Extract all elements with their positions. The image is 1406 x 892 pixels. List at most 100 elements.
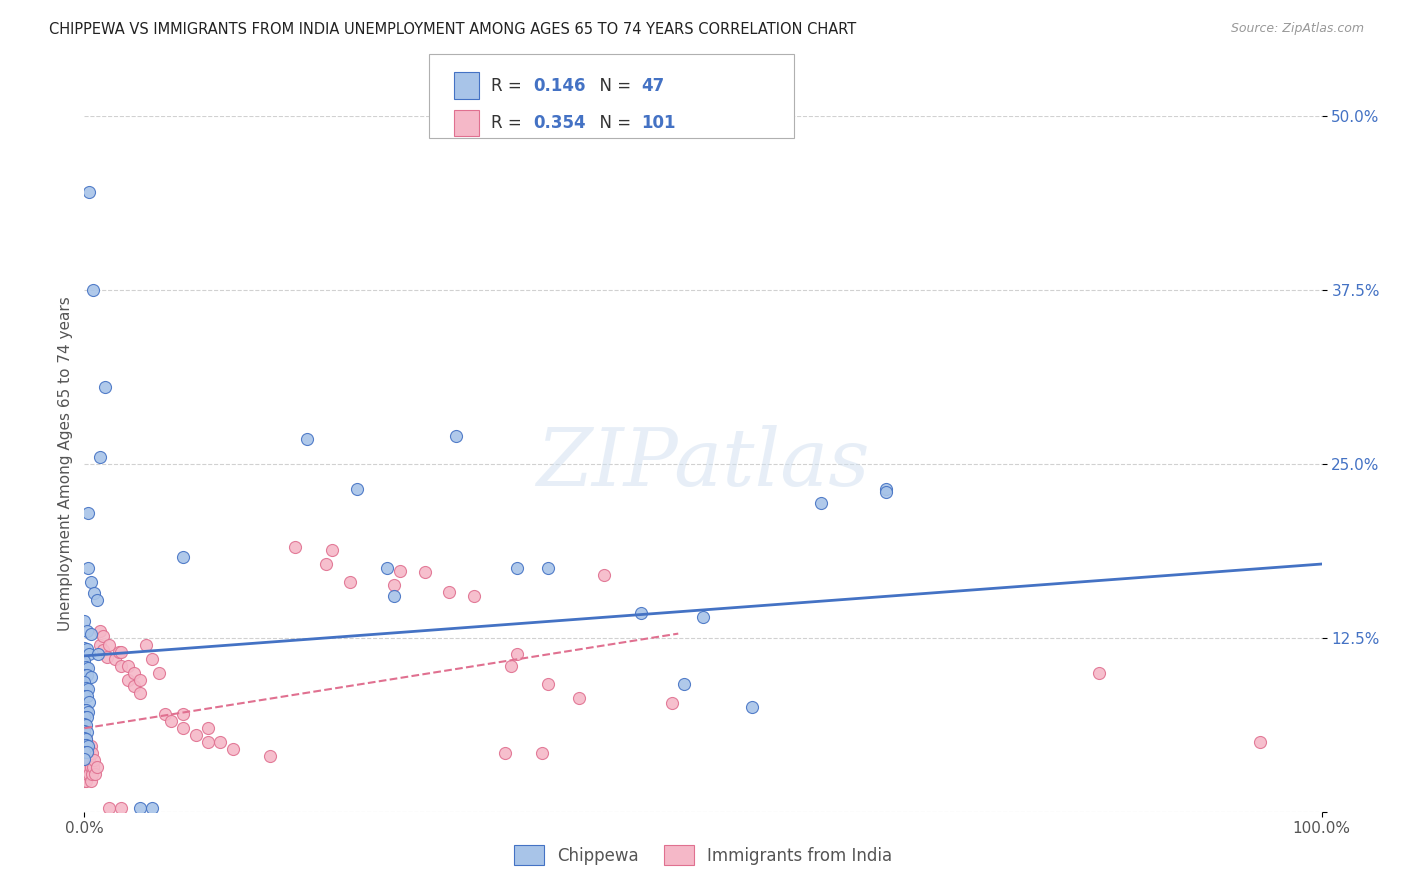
Point — [75, 732, 97, 747]
Point — [73, 724, 96, 739]
Point — [673, 676, 696, 690]
Point — [77, 561, 100, 575]
Point — [73, 745, 96, 759]
Point — [73, 731, 96, 745]
Point — [377, 561, 399, 575]
Text: 0.354: 0.354 — [533, 114, 585, 132]
Point — [73, 703, 96, 717]
Point — [531, 746, 554, 760]
Point — [141, 800, 163, 814]
Point — [77, 661, 100, 675]
Point — [98, 638, 121, 652]
Point — [661, 696, 683, 710]
Point — [79, 739, 101, 754]
Point — [875, 484, 897, 499]
Point — [122, 680, 145, 694]
Point — [593, 568, 616, 582]
Point — [76, 745, 98, 759]
Point — [148, 665, 170, 680]
Point — [77, 705, 100, 719]
Point — [79, 774, 101, 789]
Point — [73, 738, 96, 752]
Point — [77, 506, 100, 520]
Point — [104, 651, 127, 665]
Point — [321, 543, 343, 558]
Point — [76, 710, 98, 724]
Point — [89, 638, 111, 652]
Point — [73, 731, 96, 745]
Point — [108, 645, 131, 659]
Text: CHIPPEWA VS IMMIGRANTS FROM INDIA UNEMPLOYMENT AMONG AGES 65 TO 74 YEARS CORRELA: CHIPPEWA VS IMMIGRANTS FROM INDIA UNEMPL… — [49, 22, 856, 37]
Point — [122, 665, 145, 680]
Point — [110, 658, 132, 673]
Text: N =: N = — [589, 77, 637, 95]
Point — [73, 614, 96, 628]
Point — [73, 668, 96, 682]
Point — [73, 759, 96, 773]
Point — [79, 767, 101, 781]
Y-axis label: Unemployment Among Ages 65 to 74 years: Unemployment Among Ages 65 to 74 years — [58, 296, 73, 632]
Point — [346, 482, 368, 496]
Point — [76, 725, 98, 739]
Point — [73, 655, 96, 669]
Point — [73, 752, 96, 766]
Point — [73, 765, 96, 780]
Point — [444, 429, 467, 443]
Point — [77, 746, 100, 760]
Point — [117, 673, 139, 687]
Legend: Chippewa, Immigrants from India: Chippewa, Immigrants from India — [506, 837, 900, 873]
Point — [75, 718, 97, 732]
Point — [741, 700, 763, 714]
Point — [76, 739, 98, 754]
Point — [75, 760, 97, 774]
Point — [382, 578, 405, 592]
Point — [82, 760, 104, 774]
Point — [76, 753, 98, 767]
Text: N =: N = — [589, 114, 637, 132]
Point — [86, 593, 108, 607]
Point — [172, 550, 194, 565]
Point — [75, 746, 97, 760]
Point — [75, 681, 97, 695]
Point — [413, 566, 436, 580]
Point — [197, 721, 219, 735]
Point — [129, 686, 152, 700]
Point — [1249, 735, 1271, 749]
Point — [810, 496, 832, 510]
Point — [506, 648, 529, 662]
Point — [117, 658, 139, 673]
Point — [129, 673, 152, 687]
Point — [315, 557, 337, 571]
Point — [73, 710, 96, 724]
Text: ZIPatlas: ZIPatlas — [536, 425, 870, 502]
Point — [110, 800, 132, 814]
Point — [197, 735, 219, 749]
Point — [506, 561, 529, 575]
Point — [129, 800, 152, 814]
Point — [79, 695, 101, 709]
Point — [110, 645, 132, 659]
Point — [76, 668, 98, 682]
Point — [98, 800, 121, 814]
Point — [172, 721, 194, 735]
Point — [73, 738, 96, 752]
Point — [75, 732, 97, 747]
Point — [79, 670, 101, 684]
Point — [76, 690, 98, 704]
Point — [82, 283, 104, 297]
Point — [96, 650, 118, 665]
Point — [494, 746, 516, 760]
Text: 0.146: 0.146 — [533, 77, 585, 95]
Point — [259, 749, 281, 764]
Point — [83, 586, 105, 600]
Point — [537, 676, 560, 690]
Point — [89, 450, 111, 464]
Point — [76, 767, 98, 781]
Point — [91, 629, 114, 643]
Point — [73, 717, 96, 731]
Point — [73, 675, 96, 690]
Point — [77, 760, 100, 774]
Point — [172, 707, 194, 722]
Point — [1088, 665, 1111, 680]
Point — [160, 714, 183, 729]
